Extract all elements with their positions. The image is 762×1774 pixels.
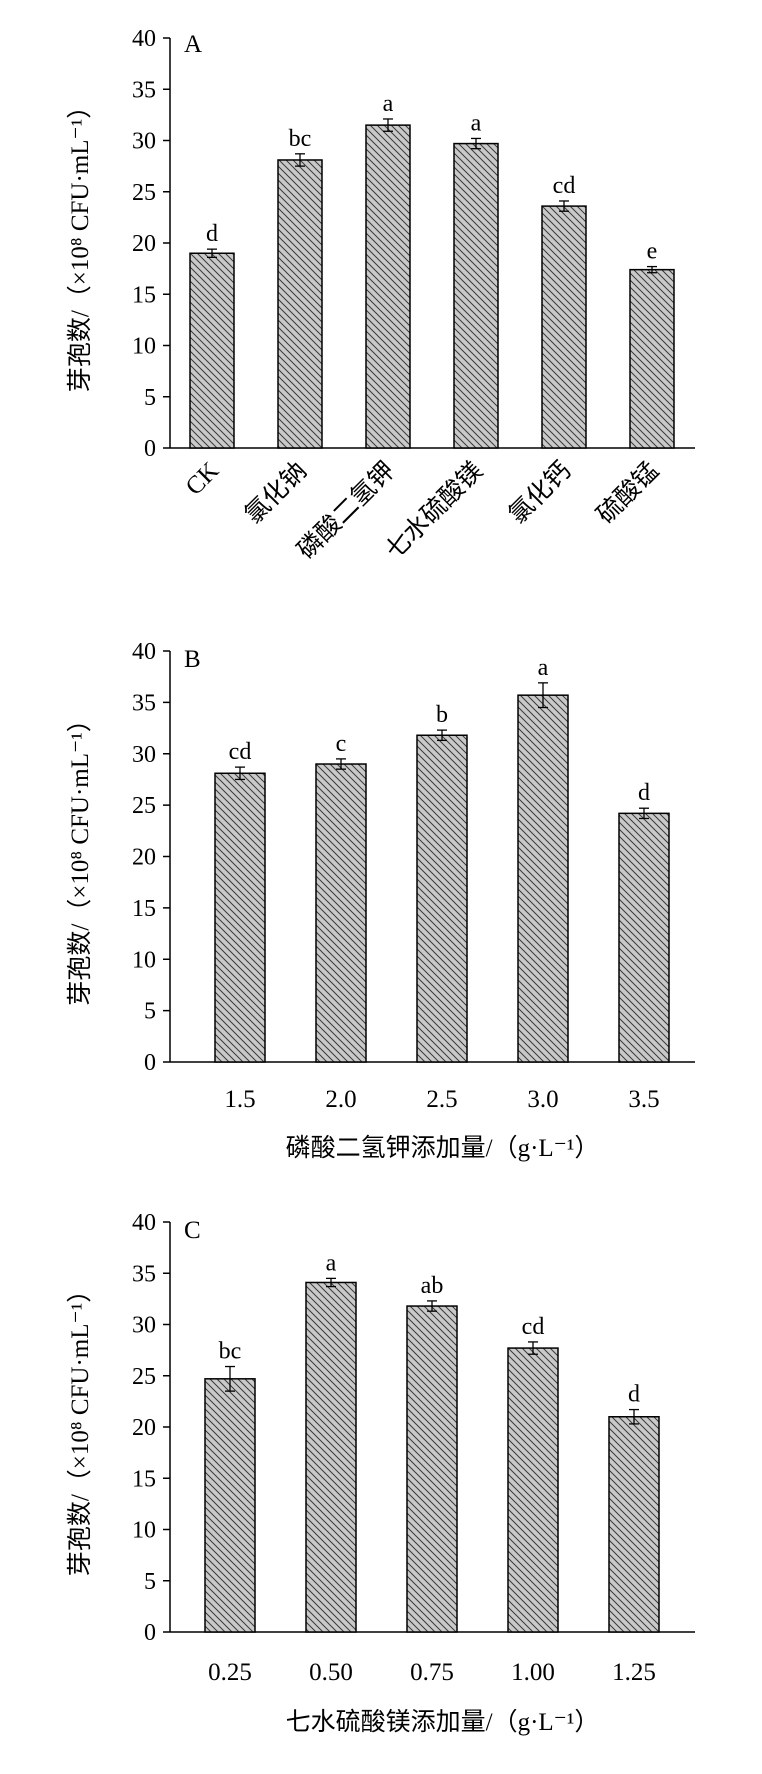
x-tick-label: 2.5 [426, 1086, 457, 1113]
y-tick-label: 30 [132, 1313, 156, 1339]
significance-letter: cd [553, 173, 576, 199]
significance-letter: bc [289, 126, 312, 152]
bar [365, 124, 411, 449]
x-tick-label: CK [181, 457, 225, 501]
y-tick-label: 35 [132, 690, 156, 716]
y-tick-label: 5 [144, 1569, 156, 1595]
x-tick-label: 3.0 [527, 1086, 558, 1113]
y-tick-label: 25 [132, 793, 156, 819]
y-tick-label: 10 [132, 334, 156, 360]
significance-letter: a [326, 1250, 337, 1276]
x-tick-label: 1.25 [612, 1659, 656, 1686]
significance-letter: a [383, 91, 394, 117]
significance-letter: a [538, 655, 549, 681]
chart-panels: 0 5 10 15 20 25 30 35 40 芽孢数/（×10⁸ CFU·mL⁻¹） Ad CK b… [66, 26, 695, 1736]
chart-panel-c: 0 5 10 15 20 25 30 35 40 芽孢数/（×10⁸ CFU·mL⁻¹） Cbc 0.… [66, 1210, 695, 1736]
panel-letter: A [184, 31, 202, 58]
y-tick-label: 35 [132, 77, 156, 103]
y-tick-label: 40 [132, 26, 156, 52]
significance-letter: bc [219, 1339, 242, 1365]
significance-letter: cd [229, 739, 252, 765]
y-tick-label: 15 [132, 1466, 156, 1492]
x-axis-label: 磷酸二氢钾添加量/（g·L⁻¹） [286, 1134, 600, 1162]
significance-letter: ab [421, 1273, 444, 1299]
y-tick-label: 15 [132, 896, 156, 922]
significance-letter: c [336, 731, 347, 757]
y-tick-label: 5 [144, 385, 156, 411]
y-tick-label: 15 [132, 282, 156, 308]
significance-letter: cd [522, 1314, 545, 1340]
y-tick-label: 25 [132, 180, 156, 206]
y-tick-label: 40 [132, 1210, 156, 1236]
y-axis-label: 芽孢数/（×10⁸ CFU·mL⁻¹） [66, 1278, 94, 1576]
significance-letter: e [647, 239, 658, 265]
significance-letter: b [436, 702, 448, 728]
y-tick-label: 35 [132, 1261, 156, 1287]
y-tick-label: 0 [144, 1050, 156, 1076]
bar [277, 159, 323, 449]
bar [315, 763, 367, 1063]
x-tick-label: 1.00 [511, 1659, 555, 1686]
y-tick-label: 40 [132, 639, 156, 665]
bar [629, 268, 675, 449]
y-tick-label: 20 [132, 1415, 156, 1441]
x-tick-label: 1.5 [224, 1086, 255, 1113]
x-tick-label: 氯化钙 [503, 456, 576, 529]
x-axis-label: 七水硫酸镁添加量/（g·L⁻¹） [286, 1708, 600, 1736]
y-tick-label: 20 [132, 231, 156, 257]
y-tick-label: 10 [132, 947, 156, 973]
x-tick-label: 硫酸锰 [591, 456, 664, 529]
y-tick-label: 5 [144, 999, 156, 1025]
bar [608, 1416, 660, 1633]
y-tick-label: 30 [132, 742, 156, 768]
y-tick-label: 30 [132, 129, 156, 155]
y-tick-label: 0 [144, 1620, 156, 1646]
y-axis-label: 芽孢数/（×10⁸ CFU·mL⁻¹） [66, 94, 94, 392]
bar [189, 252, 235, 449]
x-tick-label: 3.5 [628, 1086, 659, 1113]
significance-letter: d [628, 1382, 640, 1408]
x-tick-label: 2.0 [325, 1086, 356, 1113]
y-tick-label: 20 [132, 845, 156, 871]
bar [214, 772, 266, 1063]
panel-letter: B [184, 646, 201, 673]
bar [507, 1347, 559, 1633]
panel-letter: C [184, 1217, 201, 1244]
x-tick-label: 0.75 [410, 1659, 454, 1686]
significance-letter: d [206, 221, 218, 247]
y-tick-label: 25 [132, 1364, 156, 1390]
y-tick-label: 10 [132, 1518, 156, 1544]
bar [406, 1305, 458, 1633]
y-axis-label: 芽孢数/（×10⁸ CFU·mL⁻¹） [66, 707, 94, 1005]
bar [453, 142, 499, 449]
bar [517, 694, 569, 1063]
significance-letter: a [471, 110, 482, 136]
y-tick-label: 0 [144, 436, 156, 462]
bar [618, 812, 670, 1063]
chart-panel-a: 0 5 10 15 20 25 30 35 40 芽孢数/（×10⁸ CFU·mL⁻¹） Ad CK b… [66, 26, 695, 565]
bar [204, 1378, 256, 1633]
significance-letter: d [638, 780, 650, 806]
bar [416, 734, 468, 1063]
bar [541, 205, 587, 449]
bar [305, 1281, 357, 1633]
x-tick-label: 0.25 [208, 1659, 252, 1686]
x-tick-label: 氯化钠 [239, 456, 312, 529]
x-tick-label: 0.50 [309, 1659, 353, 1686]
